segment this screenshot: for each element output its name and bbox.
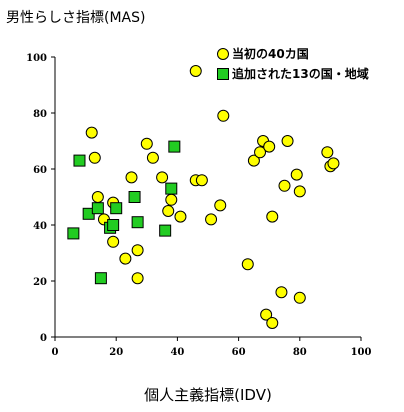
data-point-added-region — [94, 272, 107, 285]
legend-label-added-13: 追加された13の国・地域 — [232, 66, 369, 81]
x-tick-label: 20 — [109, 347, 123, 358]
data-point-added-region — [67, 227, 80, 240]
x-tick-label: 60 — [232, 347, 246, 358]
data-point-original-country — [278, 179, 291, 192]
data-point-original-country — [290, 168, 303, 181]
data-point-original-country — [162, 205, 175, 217]
axes — [51, 56, 362, 341]
data-point-original-country — [165, 193, 178, 206]
legend-label-original-40: 当初の40カ国 — [232, 46, 309, 61]
data-point-original-country — [260, 308, 273, 321]
tick-labels: 0 20 40 60 80 100 0 20 40 60 80 100 — [26, 53, 371, 358]
data-point-original-country — [266, 210, 279, 223]
data-point-original-country — [327, 157, 340, 170]
data-point-added-region — [168, 140, 181, 153]
data-point-original-country — [131, 272, 144, 285]
y-tick-label: 0 — [40, 333, 47, 344]
y-tick-label: 20 — [33, 277, 47, 288]
y-tick-label: 60 — [33, 165, 47, 176]
data-point-original-country — [247, 154, 260, 167]
data-point-original-country — [88, 151, 101, 164]
data-point-original-country — [195, 174, 208, 187]
data-point-original-country — [174, 210, 187, 223]
data-point-original-country — [266, 317, 279, 329]
data-point-original-country — [131, 244, 144, 257]
data-point-added-region — [159, 224, 172, 237]
data-point-original-country — [140, 137, 153, 150]
y-tick-label: 80 — [33, 109, 47, 120]
data-point-added-region — [107, 219, 120, 231]
legend-marker-circle — [217, 48, 229, 60]
data-point-original-country — [189, 65, 202, 77]
legend: 当初の40カ国 追加された13の国・地域 — [217, 46, 369, 81]
data-point-original-country — [254, 146, 267, 159]
data-point-added-region — [128, 191, 141, 203]
data-point-original-country — [146, 151, 159, 164]
data-point-original-country — [293, 291, 306, 304]
data-point-added-region — [73, 154, 86, 167]
data-point-original-country — [205, 213, 218, 226]
data-point-original-country — [119, 252, 132, 265]
data-point-added-region — [110, 202, 123, 215]
data-point-original-country — [91, 191, 104, 203]
data-point-original-country — [107, 235, 120, 248]
y-tick-label: 100 — [26, 53, 47, 64]
legend-marker-square — [217, 68, 229, 80]
x-tick-label: 80 — [293, 347, 307, 358]
data-point-original-country — [263, 140, 276, 153]
x-tick-label: 40 — [170, 347, 184, 358]
x-tick-label: 100 — [351, 347, 372, 358]
data-point-original-country — [125, 171, 138, 184]
data-point-original-country — [293, 185, 306, 198]
data-point-original-country — [85, 126, 98, 139]
data-point-added-region — [165, 182, 178, 195]
data-points — [67, 65, 340, 329]
data-point-original-country — [321, 146, 334, 159]
x-tick-label: 0 — [52, 347, 59, 358]
data-point-original-country — [217, 109, 230, 122]
data-point-original-country — [241, 258, 254, 271]
x-axis-label: 個人主義指標(IDV) — [144, 386, 272, 404]
data-point-added-region — [131, 216, 144, 229]
data-point-original-country — [156, 171, 169, 184]
data-point-original-country — [281, 135, 294, 147]
data-point-original-country — [214, 199, 227, 212]
y-tick-label: 40 — [33, 221, 47, 232]
y-axis-label: 男性らしさ指標(MAS) — [6, 10, 145, 26]
data-point-added-region — [91, 202, 104, 215]
data-point-original-country — [275, 286, 288, 299]
